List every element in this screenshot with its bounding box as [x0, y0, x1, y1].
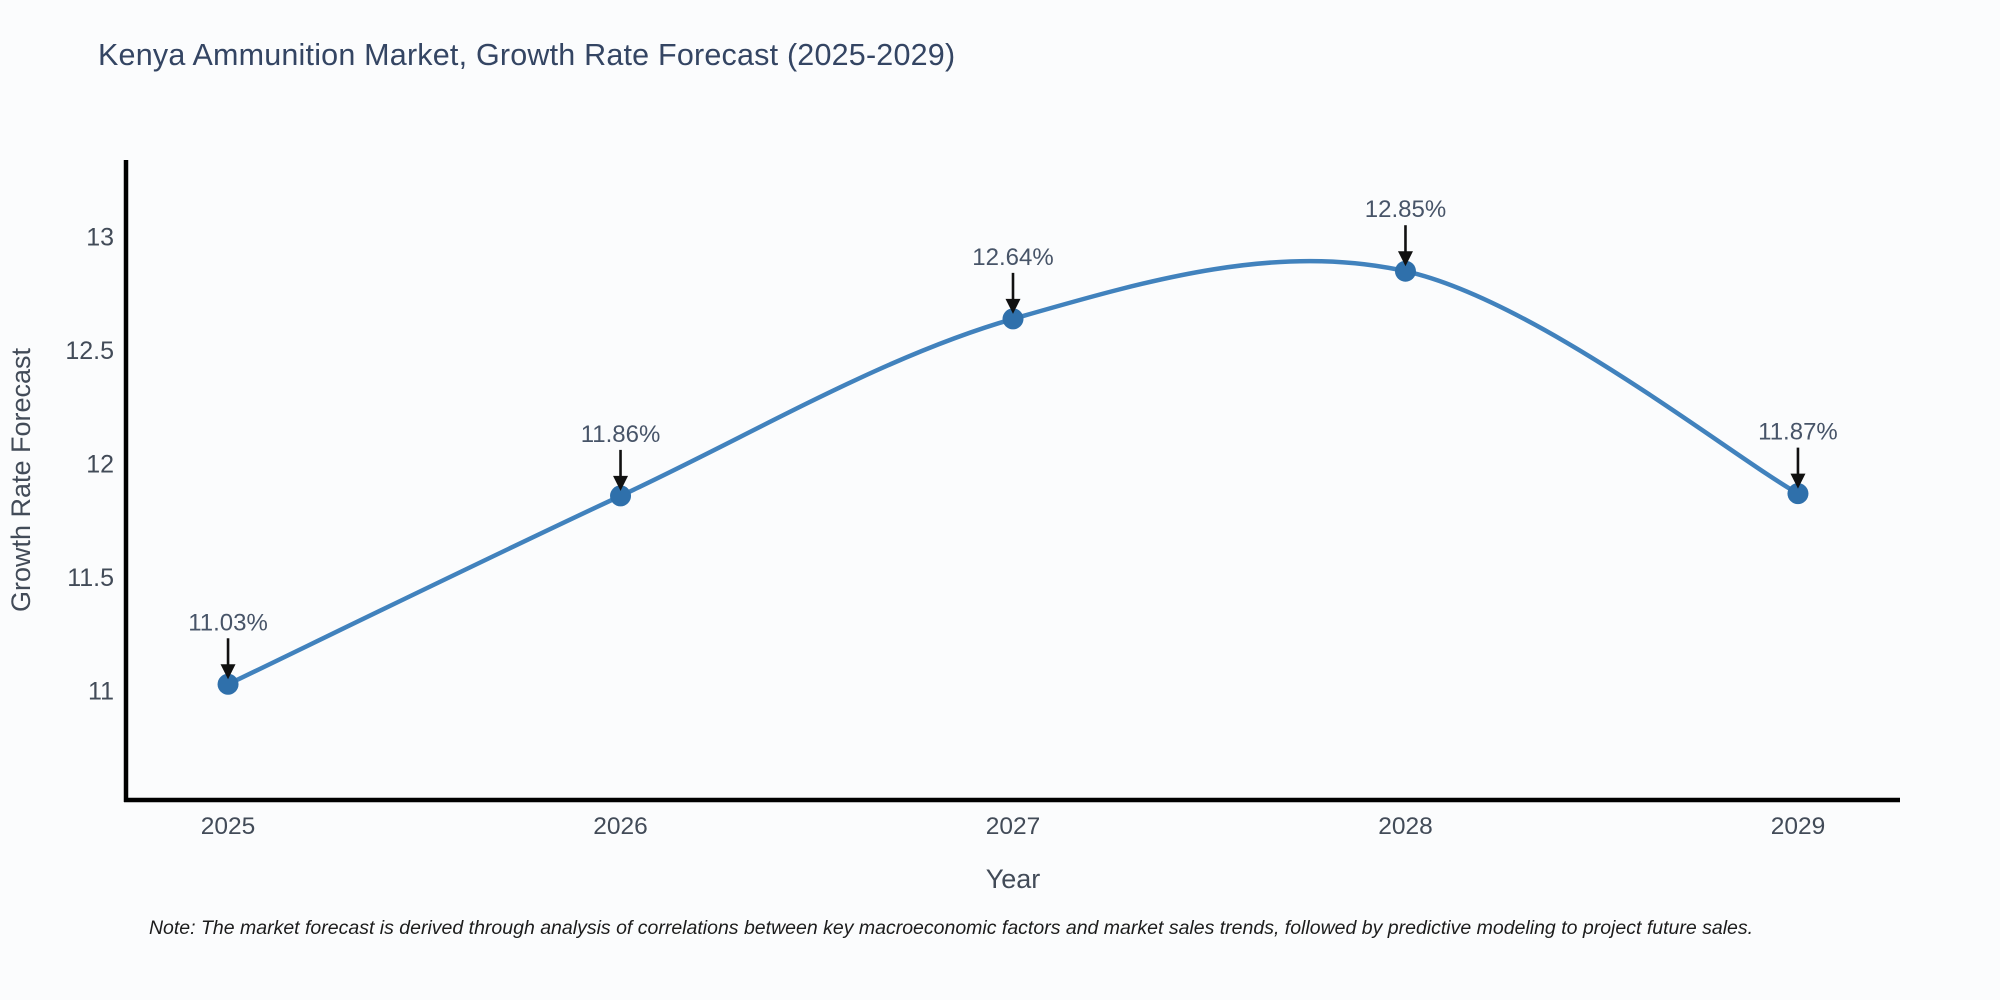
y-tick-label: 12.5 — [65, 337, 114, 365]
y-axis-title: Growth Rate Forecast — [6, 347, 36, 612]
chart-title: Kenya Ammunition Market, Growth Rate For… — [98, 38, 956, 72]
data-point-label: 12.85% — [1365, 196, 1446, 223]
annotation-arrowhead-icon — [1790, 473, 1806, 489]
data-point-label: 11.86% — [581, 421, 661, 448]
data-point — [1394, 260, 1416, 282]
y-tick-label: 11.5 — [67, 564, 114, 592]
data-point — [217, 673, 239, 695]
x-axis-title: Year — [986, 864, 1041, 894]
x-tick-label: 2026 — [593, 813, 648, 840]
y-tick-label: 12 — [86, 451, 114, 479]
x-tick-label: 2027 — [986, 813, 1041, 840]
y-tick-label: 13 — [86, 224, 114, 252]
y-tick-label: 11 — [88, 678, 114, 706]
data-point — [610, 485, 632, 507]
footnote: Note: The market forecast is derived thr… — [148, 917, 1754, 939]
data-point — [1787, 483, 1809, 505]
annotation-arrowhead-icon — [613, 475, 629, 491]
data-point-label: 11.03% — [188, 609, 268, 636]
data-point-label: 11.87% — [1758, 419, 1838, 446]
x-tick-label: 2025 — [201, 813, 256, 840]
annotation-arrowhead-icon — [1397, 251, 1413, 267]
annotation-arrowhead-icon — [1005, 298, 1021, 314]
data-point-label: 12.64% — [972, 244, 1053, 271]
x-tick-label: 2029 — [1771, 813, 1826, 840]
annotation-arrowhead-icon — [220, 664, 236, 680]
x-tick-label: 2028 — [1378, 813, 1433, 840]
data-point — [1002, 308, 1024, 330]
